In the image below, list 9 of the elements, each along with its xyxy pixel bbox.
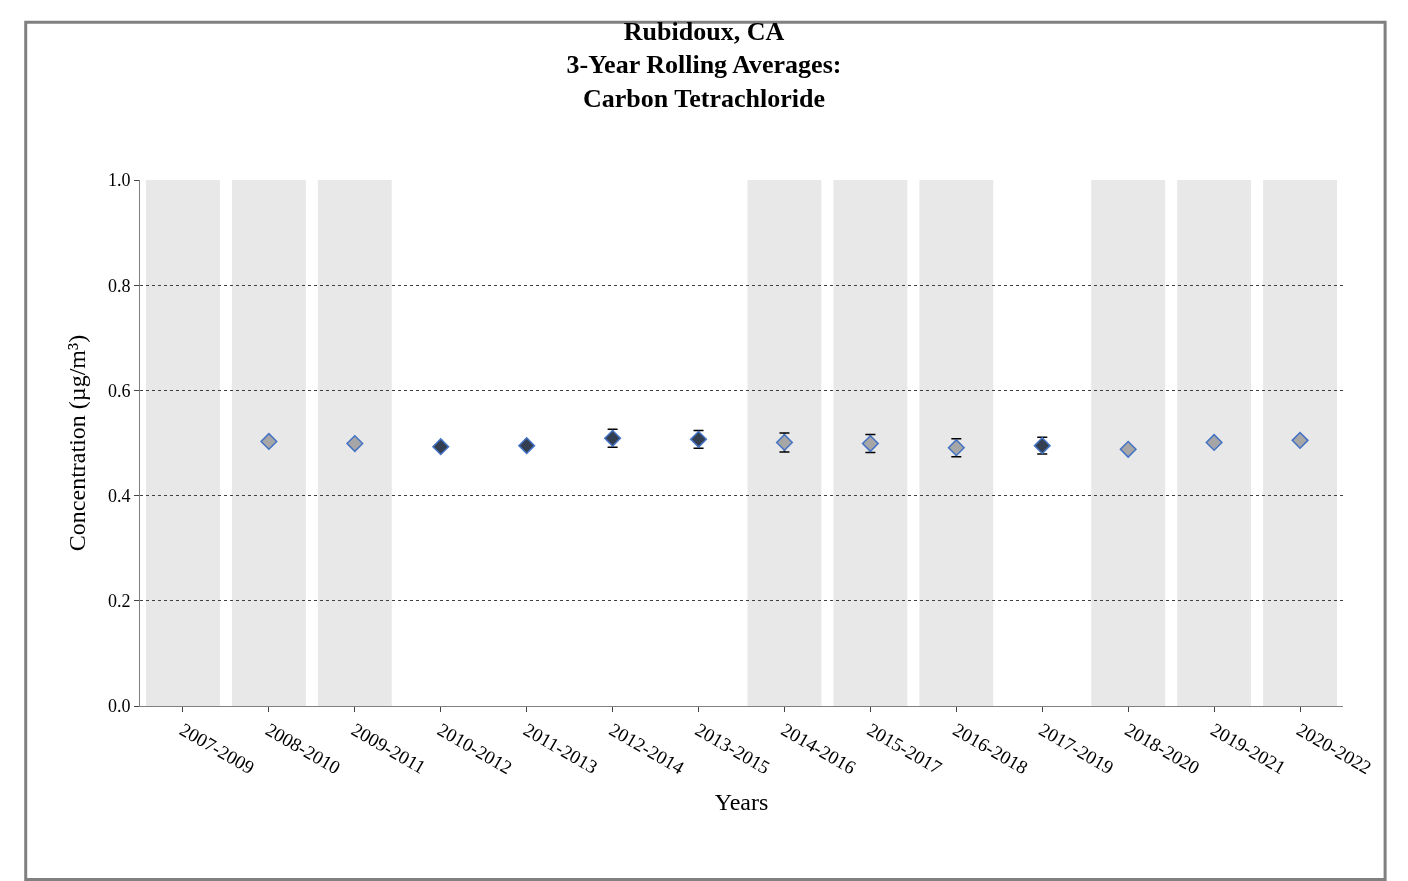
y-tick-label: 0.0 <box>107 696 131 717</box>
y-tick-label: 1.0 <box>107 170 131 191</box>
y-axis-title: Concentration (µg/m³) <box>64 334 90 552</box>
y-tick-label: 0.8 <box>107 275 131 296</box>
x-axis-title: Years <box>714 788 769 815</box>
y-tick-label: 0.2 <box>107 591 131 612</box>
chart-title: Rubidoux, CA 3-Year Rolling Averages: Carbon Tetrachloride <box>566 16 842 114</box>
y-tick-label: 0.6 <box>107 380 131 401</box>
y-tick-label: 0.4 <box>107 485 131 506</box>
